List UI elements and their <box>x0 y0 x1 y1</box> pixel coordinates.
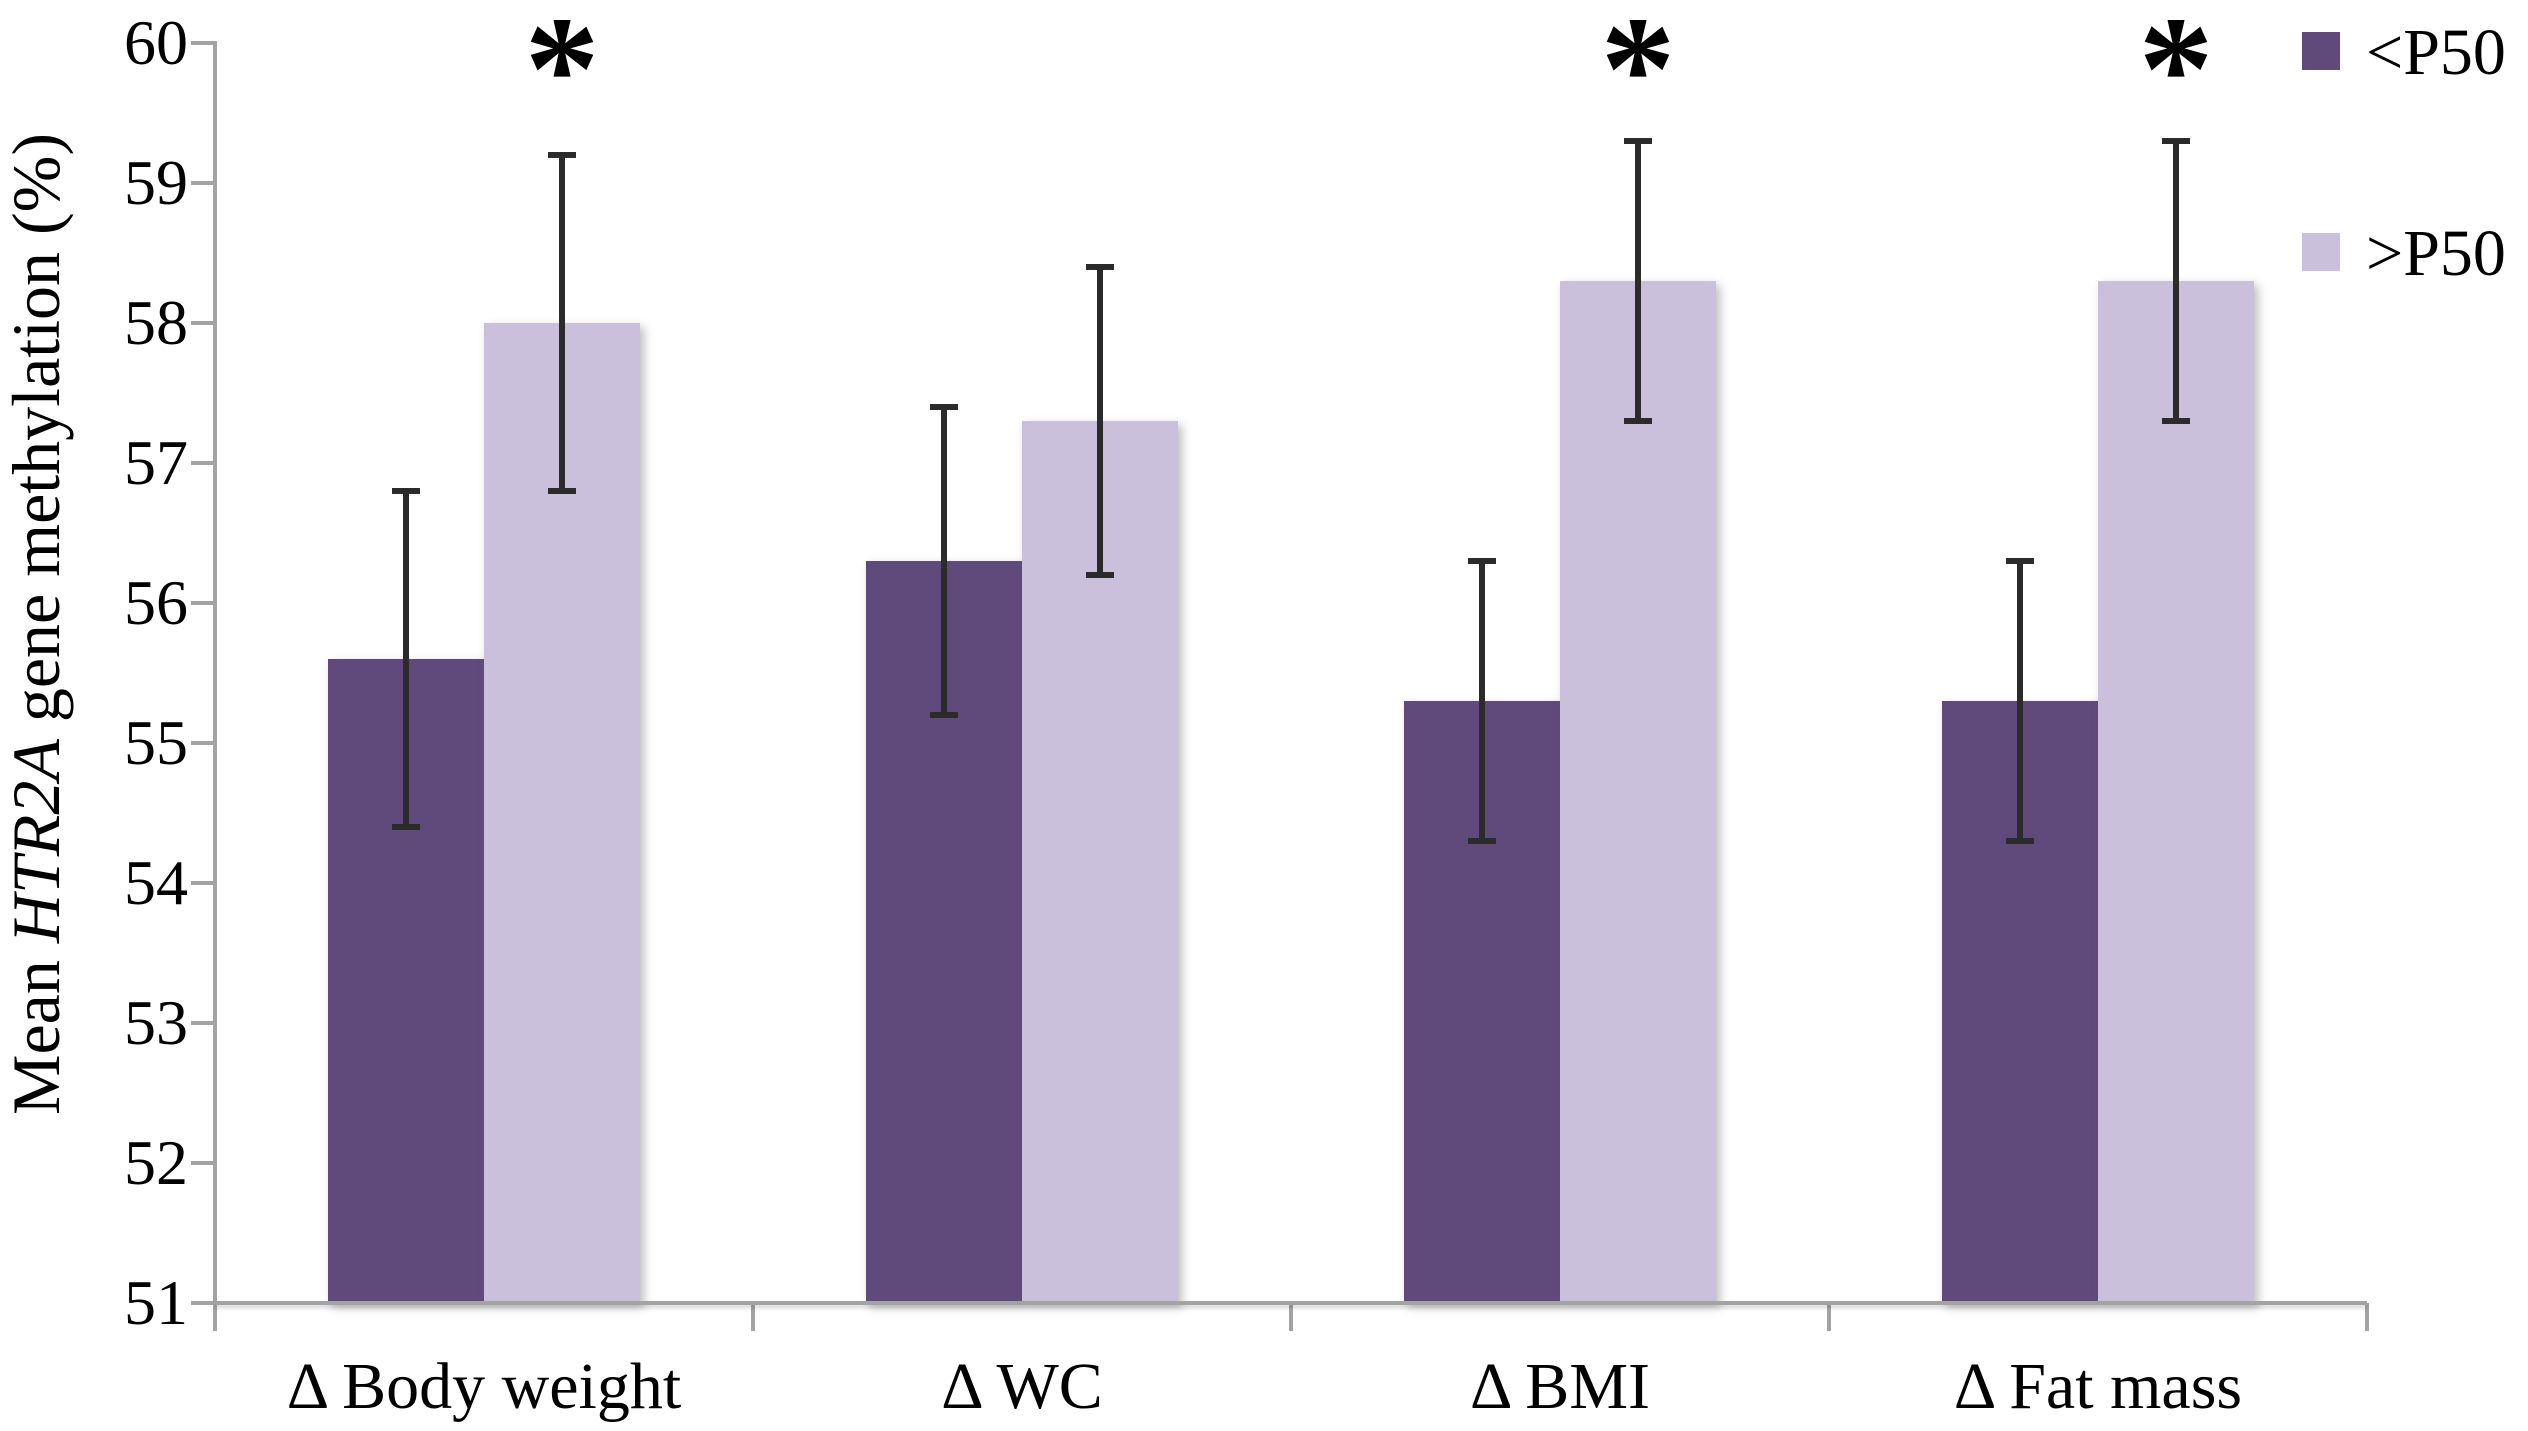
error-bar-cap-bottom-s0-c3 <box>2006 838 2034 844</box>
error-bar-cap-top-s1-c0 <box>548 152 576 158</box>
error-bar-cap-bottom-s1-c1 <box>1086 572 1114 578</box>
y-tick-label-57: 57 <box>124 427 188 498</box>
error-bar-cap-top-s1-c1 <box>1086 264 1114 270</box>
error-bar-line-s1-c2 <box>1635 141 1641 421</box>
error-bar-line-s0-c0 <box>403 491 409 827</box>
x-axis-label-0: Δ Body weight <box>286 1350 682 1423</box>
y-tick-52 <box>191 1161 217 1165</box>
y-tick-56 <box>191 601 217 605</box>
x-tick-4 <box>2365 1303 2369 1331</box>
y-tick-label-58: 58 <box>124 287 188 358</box>
error-bar-cap-top-s0-c2 <box>1468 558 1496 564</box>
bar-s1-c3 <box>2098 281 2254 1303</box>
error-bar-cap-top-s1-c3 <box>2162 138 2190 144</box>
y-tick-label-51: 51 <box>124 1267 188 1338</box>
y-tick-60 <box>191 41 217 45</box>
x-tick-2 <box>1289 1303 1293 1331</box>
y-tick-label-52: 52 <box>124 1127 188 1198</box>
y-tick-label-59: 59 <box>124 147 188 218</box>
y-tick-55 <box>191 741 217 745</box>
y-tick-57 <box>191 461 217 465</box>
x-tick-3 <box>1827 1303 1831 1331</box>
y-axis-line <box>213 43 217 1331</box>
error-bar-line-s1-c3 <box>2173 141 2179 421</box>
x-axis-label-3: Δ Fat mass <box>1953 1350 2243 1423</box>
error-bar-line-s0-c1 <box>941 407 947 715</box>
error-bar-line-s0-c2 <box>1479 561 1485 841</box>
error-bar-cap-bottom-s1-c3 <box>2162 418 2190 424</box>
y-tick-59 <box>191 181 217 185</box>
error-bar-line-s1-c0 <box>559 155 565 491</box>
legend-label-gt-p50: >P50 <box>2366 217 2506 290</box>
y-tick-label-54: 54 <box>124 847 188 918</box>
y-tick-51 <box>191 1301 217 1305</box>
y-tick-label-53: 53 <box>124 987 188 1058</box>
significance-asterisk-c0: * <box>524 0 600 152</box>
error-bar-cap-bottom-s1-c2 <box>1624 418 1652 424</box>
error-bar-cap-top-s0-c0 <box>392 488 420 494</box>
error-bar-cap-bottom-s1-c0 <box>548 488 576 494</box>
error-bar-cap-bottom-s0-c1 <box>930 712 958 718</box>
x-axis-label-2: Δ BMI <box>1470 1350 1650 1423</box>
y-tick-label-60: 60 <box>124 7 188 78</box>
significance-asterisk-c3: * <box>2138 0 2214 152</box>
y-tick-58 <box>191 321 217 325</box>
error-bar-line-s0-c3 <box>2017 561 2023 841</box>
error-bar-cap-top-s0-c3 <box>2006 558 2034 564</box>
error-bar-cap-bottom-s0-c2 <box>1468 838 1496 844</box>
error-bar-cap-bottom-s0-c0 <box>392 824 420 830</box>
legend-swatch-gt-p50 <box>2302 233 2340 271</box>
legend-swatch-lt-p50 <box>2302 32 2340 70</box>
y-tick-label-56: 56 <box>124 567 188 638</box>
bar-s1-c2 <box>1560 281 1716 1303</box>
y-tick-label-55: 55 <box>124 707 188 778</box>
x-tick-1 <box>751 1303 755 1331</box>
x-axis-line <box>215 1301 2367 1305</box>
significance-asterisk-c2: * <box>1600 0 1676 152</box>
y-tick-54 <box>191 881 217 885</box>
x-axis-label-1: Δ WC <box>941 1350 1103 1423</box>
error-bar-cap-top-s0-c1 <box>930 404 958 410</box>
y-tick-53 <box>191 1021 217 1025</box>
error-bar-cap-top-s1-c2 <box>1624 138 1652 144</box>
error-bar-line-s1-c1 <box>1097 267 1103 575</box>
legend-label-lt-p50: <P50 <box>2366 16 2506 89</box>
